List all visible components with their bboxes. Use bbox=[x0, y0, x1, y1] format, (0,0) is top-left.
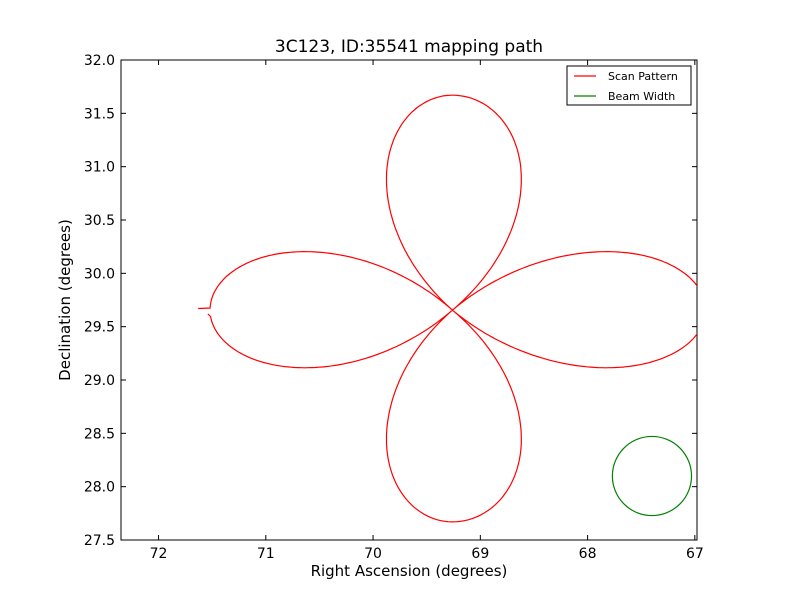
y-tick-label: 29.0 bbox=[84, 373, 115, 389]
y-tick-label: 31.5 bbox=[84, 106, 115, 122]
y-axis-ticks: 27.5 28.0 28.5 29.0 29.5 30.0 30.5 31.0 31.5 32.0 bbox=[84, 53, 697, 549]
x-tick-label: 70 bbox=[364, 546, 382, 562]
y-tick-label: 31.0 bbox=[84, 160, 115, 176]
legend-label-scan-pattern: Scan Pattern bbox=[608, 70, 678, 83]
y-tick-label: 30.0 bbox=[84, 266, 115, 282]
x-tick-label: 71 bbox=[257, 546, 275, 562]
legend: Scan Pattern Beam Width bbox=[566, 65, 692, 106]
y-tick-label: 28.5 bbox=[84, 426, 115, 442]
y-tick-label: 27.5 bbox=[84, 533, 115, 549]
x-axis-label: Right Ascension (degrees) bbox=[311, 562, 508, 580]
series-scan-pattern bbox=[198, 94, 697, 523]
series-layer bbox=[198, 94, 697, 523]
x-tick-label: 68 bbox=[579, 546, 597, 562]
series-beam-width bbox=[611, 435, 693, 517]
x-tick-label: 72 bbox=[150, 546, 168, 562]
y-tick-label: 29.5 bbox=[84, 320, 115, 336]
legend-box bbox=[566, 65, 692, 106]
y-axis-label: Declination (degrees) bbox=[56, 219, 74, 381]
plot-area bbox=[120, 59, 698, 541]
y-tick-label: 32.0 bbox=[84, 53, 115, 69]
y-tick-label: 28.0 bbox=[84, 480, 115, 496]
legend-label-beam-width: Beam Width bbox=[608, 90, 675, 103]
x-axis-ticks: 72 71 70 69 68 67 bbox=[150, 60, 704, 562]
y-tick-label: 30.5 bbox=[84, 213, 115, 229]
chart-title: 3C123, ID:35541 mapping path bbox=[275, 37, 543, 57]
x-tick-label: 67 bbox=[686, 546, 704, 562]
x-tick-label: 69 bbox=[471, 546, 489, 562]
